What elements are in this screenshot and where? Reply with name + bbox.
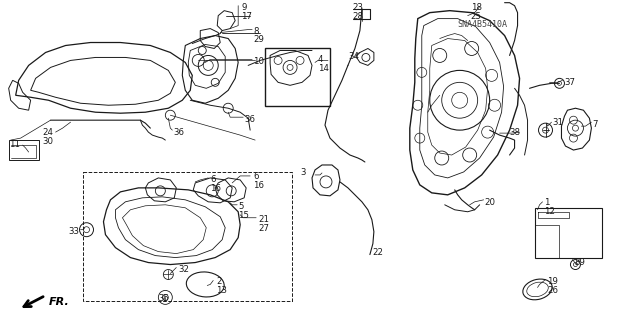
Text: 8: 8 [253,26,259,36]
Text: 17: 17 [241,12,252,21]
Bar [265,48,330,106]
Text: 35: 35 [158,294,170,303]
Text: 34: 34 [348,52,359,62]
Text: 6: 6 [210,175,216,184]
Text: 27: 27 [258,224,269,233]
Text: 11: 11 [9,140,20,149]
Text: 24: 24 [43,128,54,137]
Text: 36: 36 [244,115,255,124]
Text: 10: 10 [253,57,264,66]
Text: 12: 12 [545,207,556,216]
Text: 13: 13 [216,286,227,295]
Text: 16: 16 [253,181,264,190]
Bar [534,208,602,257]
Text: 3: 3 [300,168,305,177]
Text: 19: 19 [547,278,558,286]
Text: 9: 9 [241,3,246,12]
Text: 32: 32 [179,264,189,273]
Text: 18: 18 [470,3,482,12]
Text: 33: 33 [68,227,79,236]
Text: 36: 36 [173,128,184,137]
Text: 14: 14 [318,64,329,73]
Text: FR.: FR. [49,297,69,308]
Text: 15: 15 [238,211,249,220]
Text: 16: 16 [210,184,221,193]
Text: 5: 5 [238,202,244,211]
Text: 39: 39 [575,257,586,267]
Text: 25: 25 [470,12,482,21]
Text: 30: 30 [43,137,54,146]
Text: 37: 37 [564,78,575,87]
Text: 22: 22 [372,248,383,256]
Text: 31: 31 [552,118,563,127]
Text: 21: 21 [258,215,269,224]
Text: 26: 26 [547,286,559,295]
Text: 4: 4 [318,56,323,64]
Text: 38: 38 [509,128,520,137]
Text: 23: 23 [352,3,363,12]
Text: 6: 6 [253,172,259,181]
Text: SNA4B5410A: SNA4B5410A [458,20,508,29]
Text: 20: 20 [484,198,495,207]
Text: 7: 7 [593,120,598,129]
Text: 2: 2 [216,278,221,286]
Text: 29: 29 [253,34,264,44]
Bar [83,172,292,301]
Text: 1: 1 [545,198,550,207]
Text: 28: 28 [352,12,363,21]
Bar [9,140,38,160]
